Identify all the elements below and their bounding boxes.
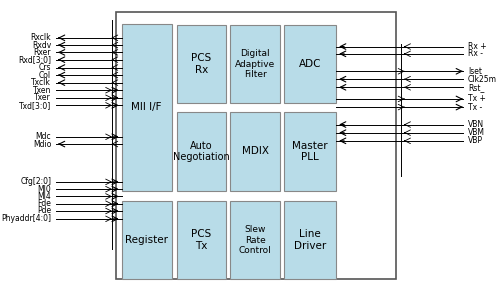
Text: PCS
Rx: PCS Rx xyxy=(191,53,212,75)
Text: MI0: MI0 xyxy=(38,185,51,194)
Text: Txer: Txer xyxy=(34,93,51,102)
Text: Tx -: Tx - xyxy=(468,103,482,111)
Text: Rxer: Rxer xyxy=(34,48,51,57)
Text: MI4: MI4 xyxy=(38,192,51,201)
FancyBboxPatch shape xyxy=(230,25,280,103)
FancyBboxPatch shape xyxy=(230,112,280,191)
FancyBboxPatch shape xyxy=(116,12,396,279)
Text: Rxdv: Rxdv xyxy=(32,41,51,49)
Text: Clk25m: Clk25m xyxy=(468,75,497,84)
Text: Tx +: Tx + xyxy=(468,95,486,103)
Text: Txclk: Txclk xyxy=(32,78,51,87)
FancyBboxPatch shape xyxy=(284,112,336,191)
Text: Crs: Crs xyxy=(38,63,51,72)
Text: Fde: Fde xyxy=(38,199,51,208)
Text: VBM: VBM xyxy=(468,128,485,137)
Text: Txen: Txen xyxy=(33,86,51,95)
Text: Line
Driver: Line Driver xyxy=(294,229,326,251)
FancyBboxPatch shape xyxy=(176,25,226,103)
Text: ADC: ADC xyxy=(299,59,322,69)
Text: Digital
Adaptive
Filter: Digital Adaptive Filter xyxy=(235,49,275,79)
Text: Register: Register xyxy=(125,235,168,245)
FancyBboxPatch shape xyxy=(176,112,226,191)
Text: MII I/F: MII I/F xyxy=(132,102,162,112)
Text: Phyaddr[4:0]: Phyaddr[4:0] xyxy=(1,214,51,223)
Text: PCS
Tx: PCS Tx xyxy=(191,229,212,251)
FancyBboxPatch shape xyxy=(230,201,280,279)
Text: Pde: Pde xyxy=(37,207,51,215)
Text: VBP: VBP xyxy=(468,136,483,145)
Text: Txd[3:0]: Txd[3:0] xyxy=(19,101,51,110)
Text: Mdio: Mdio xyxy=(33,140,51,148)
Text: Rx +: Rx + xyxy=(468,42,486,51)
Text: Rst_: Rst_ xyxy=(468,83,484,92)
Text: Mdc: Mdc xyxy=(36,132,51,141)
Text: Rx -: Rx - xyxy=(468,49,483,58)
FancyBboxPatch shape xyxy=(284,201,336,279)
FancyBboxPatch shape xyxy=(122,201,172,279)
FancyBboxPatch shape xyxy=(176,201,226,279)
FancyBboxPatch shape xyxy=(122,24,172,191)
Text: Cfg[2:0]: Cfg[2:0] xyxy=(20,178,51,186)
Text: Iset: Iset xyxy=(468,67,482,76)
Text: Slew
Rate
Control: Slew Rate Control xyxy=(238,225,272,255)
FancyBboxPatch shape xyxy=(284,25,336,103)
Text: Master
PLL: Master PLL xyxy=(292,141,328,162)
Text: MDIX: MDIX xyxy=(242,146,268,156)
Text: Rxclk: Rxclk xyxy=(30,33,51,42)
Text: Col: Col xyxy=(39,71,51,79)
Text: VBN: VBN xyxy=(468,120,484,129)
Text: Rxd[3:0]: Rxd[3:0] xyxy=(18,55,51,64)
Text: Auto
Negotiation: Auto Negotiation xyxy=(173,141,230,162)
